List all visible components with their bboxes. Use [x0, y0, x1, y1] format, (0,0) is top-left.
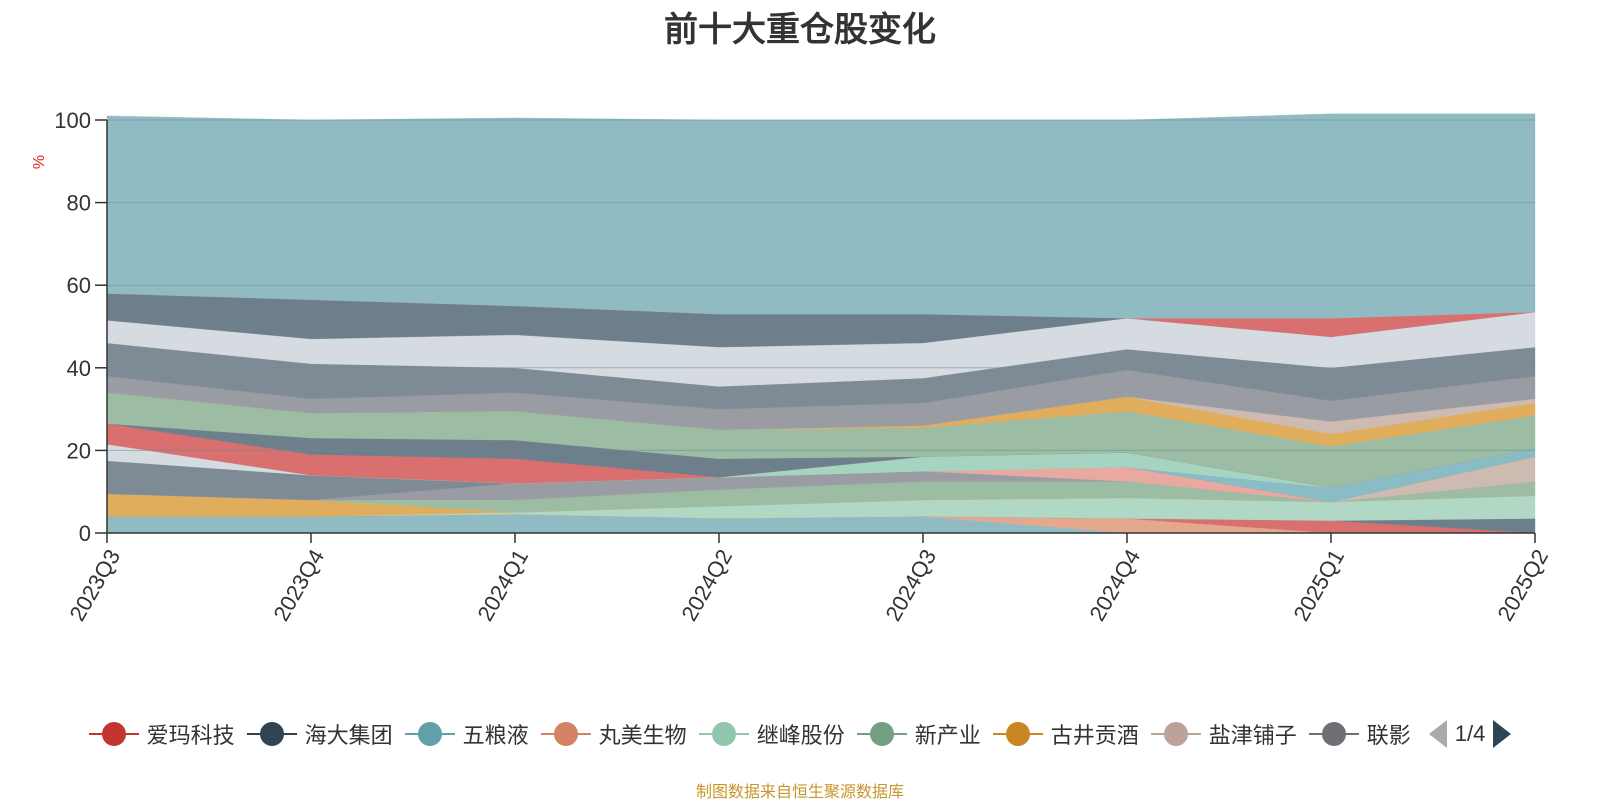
- legend-pager: 1/4: [1428, 720, 1512, 748]
- legend: 爱玛科技 海大集团 五粮液 丸美生物 继峰股份 新产业 古井贡酒 盐津铺子 联影 1/4: [0, 712, 1600, 756]
- legend-label: 古井贡酒: [1050, 723, 1139, 748]
- legend-label: 五粮液: [462, 723, 529, 748]
- legend-item[interactable]: 五粮液: [404, 718, 529, 750]
- legend-label: 盐津铺子: [1208, 723, 1297, 748]
- x-tick-label: 2024Q2: [676, 545, 737, 625]
- legend-marker-icon: [698, 721, 749, 747]
- next-page-icon[interactable]: [1493, 720, 1512, 748]
- x-tick-label: 2024Q3: [880, 545, 941, 625]
- legend-marker-icon: [88, 721, 139, 747]
- y-tick-label: 60: [67, 273, 91, 298]
- x-tick-label: 2023Q3: [64, 545, 125, 625]
- legend-item[interactable]: 盐津铺子: [1150, 718, 1297, 750]
- legend-marker-icon: [992, 721, 1043, 747]
- y-tick-label: 40: [67, 356, 91, 381]
- legend-label: 海大集团: [304, 723, 393, 748]
- legend-item[interactable]: 爱玛科技: [88, 718, 235, 750]
- y-tick-label: 80: [67, 191, 91, 216]
- legend-label: 联影: [1366, 723, 1411, 748]
- legend-item[interactable]: 新产业: [856, 718, 981, 750]
- legend-label: 丸美生物: [598, 723, 687, 748]
- legend-marker-icon: [1308, 721, 1359, 747]
- legend-marker-icon: [856, 721, 907, 747]
- legend-label: 爱玛科技: [146, 723, 235, 748]
- source-note: 制图数据来自恒生聚源数据库: [695, 784, 904, 801]
- x-tick-label: 2025Q1: [1288, 545, 1349, 625]
- legend-marker-icon: [246, 721, 297, 747]
- y-tick-label: 0: [79, 521, 91, 546]
- area-series: [106, 113, 1536, 534]
- legend-item[interactable]: 海大集团: [246, 718, 393, 750]
- legend-label: 新产业: [914, 723, 981, 748]
- legend-item[interactable]: 古井贡酒: [992, 718, 1139, 750]
- legend-item[interactable]: 联影: [1308, 718, 1411, 750]
- legend-item[interactable]: 继峰股份: [698, 718, 845, 750]
- legend-marker-icon: [404, 721, 455, 747]
- x-tick-label: 2025Q2: [1492, 545, 1553, 625]
- legend-item[interactable]: 丸美生物: [540, 718, 687, 750]
- legend-label: 继峰股份: [756, 723, 845, 748]
- chart-title: 前十大重仓股变化: [664, 11, 936, 49]
- x-tick-label: 2023Q4: [268, 545, 329, 625]
- stacked-area-chart: 0 20 40 60 80 100 2023Q3 2023Q4 2024Q1 2024Q2 2024…: [31, 108, 1553, 625]
- legend-marker-icon: [540, 721, 591, 747]
- legend-marker-icon: [1150, 721, 1201, 747]
- x-tick-label: 2024Q1: [472, 545, 533, 625]
- page-indicator: 1/4: [1454, 721, 1486, 746]
- prev-page-icon[interactable]: [1428, 720, 1447, 748]
- y-tick-label: 100: [54, 108, 91, 133]
- x-tick-label: 2024Q4: [1084, 545, 1145, 625]
- area-band-24: [106, 113, 1536, 319]
- y-tick-label: 20: [67, 438, 91, 463]
- y-axis-label: %: [31, 155, 48, 169]
